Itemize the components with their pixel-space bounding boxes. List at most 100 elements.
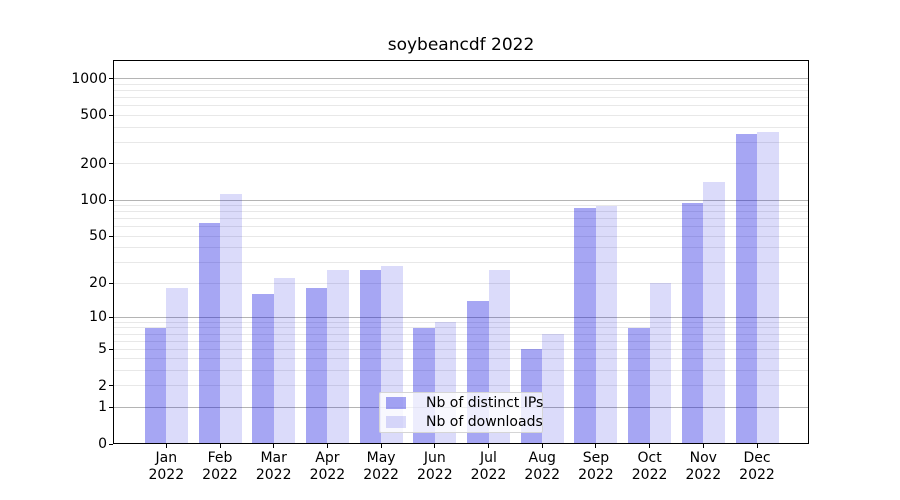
x-tick-label: Mar 2022 — [242, 450, 306, 484]
major-gridline — [113, 199, 809, 201]
x-tick-label-line: 2022 — [309, 467, 346, 483]
y-axis-labels: 0 1 2 5 10 20 50 100 200 500 1000 — [0, 60, 107, 452]
bar-downloads-jan-2022 — [166, 288, 188, 444]
x-tick-label-line: Feb — [207, 450, 233, 466]
minor-gridline — [113, 90, 809, 92]
x-tick-label-line: Oct — [637, 450, 662, 466]
x-tick-label-line: Mar — [260, 450, 287, 466]
minor-gridline — [113, 218, 809, 220]
minor-gridline — [113, 97, 809, 99]
y-tick-label: 50 — [89, 228, 107, 245]
minor-gridline — [113, 385, 809, 387]
minor-gridline — [113, 370, 809, 372]
y-tick-label: 0 — [98, 436, 107, 452]
bar-distinct-ips-oct-2022 — [628, 327, 650, 444]
x-tick-label-line: 2022 — [148, 467, 185, 483]
bar-downloads-feb-2022 — [220, 194, 242, 444]
bar-downloads-oct-2022 — [649, 283, 672, 444]
x-tick-label-line: 2022 — [255, 467, 292, 483]
legend: Nb of distinct IPs Nb of downloads — [379, 392, 543, 433]
bar-distinct-ips-feb-2022 — [198, 223, 220, 444]
bar-distinct-ips-nov-2022 — [681, 202, 704, 444]
minor-gridline — [113, 83, 809, 85]
x-tick-label-line: Sep — [582, 450, 610, 466]
y-tick-label: 20 — [89, 275, 107, 292]
minor-gridline — [113, 114, 809, 116]
x-tick-label: Jun 2022 — [403, 450, 467, 484]
minor-gridline — [113, 205, 809, 207]
x-tick-label-line: 2022 — [685, 467, 722, 483]
x-tick-label-line: Jul — [480, 450, 497, 466]
bar-downloads-aug-2022 — [542, 334, 564, 444]
bar-distinct-ips-mar-2022 — [252, 294, 274, 444]
x-tick-label: Jul 2022 — [457, 450, 521, 484]
y-tick-label: 10 — [89, 309, 107, 326]
x-tick-mark — [165, 444, 167, 448]
x-tick-label: May 2022 — [349, 450, 413, 484]
y-tick-mark — [109, 163, 113, 165]
x-tick-label-line: Jun — [423, 450, 446, 466]
bar-downloads-dec-2022 — [757, 131, 779, 444]
y-tick-mark — [109, 348, 113, 350]
x-tick-label: Nov 2022 — [671, 450, 735, 484]
x-tick-mark — [326, 444, 328, 448]
y-tick-label: 2 — [98, 377, 107, 394]
legend-item-distinct-ips: Nb of distinct IPs — [386, 395, 543, 411]
legend-label-distinct-ips: Nb of distinct IPs — [426, 395, 544, 411]
y-tick-mark — [109, 316, 113, 318]
y-tick-label: 100 — [80, 192, 107, 209]
x-tick-label: Dec 2022 — [725, 450, 789, 484]
x-tick-label-line: 2022 — [631, 467, 668, 483]
legend-label-downloads: Nb of downloads — [426, 414, 543, 430]
y-tick-mark — [109, 282, 113, 284]
x-tick-mark — [702, 444, 704, 448]
x-tick-label-line: Aug — [528, 450, 556, 466]
minor-gridline — [113, 163, 809, 165]
x-tick-label: Jan 2022 — [134, 450, 198, 484]
minor-gridline — [113, 247, 809, 249]
y-tick-mark — [109, 114, 113, 116]
x-tick-label-line: Nov — [689, 450, 717, 466]
y-tick-mark — [109, 406, 113, 408]
x-tick-label-line: 2022 — [202, 467, 238, 483]
x-tick-mark — [219, 444, 221, 448]
major-gridline — [113, 78, 809, 80]
minor-gridline — [113, 126, 809, 128]
y-tick-label: 5 — [98, 341, 107, 358]
plot-area: Nb of distinct IPs Nb of downloads — [109, 60, 809, 448]
y-tick-label: 1000 — [71, 70, 107, 87]
legend-swatch-downloads — [386, 416, 406, 428]
y-tick-label: 500 — [80, 107, 107, 124]
x-tick-label: Oct 2022 — [618, 450, 682, 484]
x-tick-label-line: 2022 — [470, 467, 507, 483]
minor-gridline — [113, 333, 809, 335]
minor-gridline — [113, 282, 809, 284]
minor-gridline — [113, 141, 809, 143]
minor-gridline — [113, 348, 809, 350]
minor-gridline — [113, 105, 809, 107]
x-tick-label-line: 2022 — [416, 467, 453, 483]
bar-distinct-ips-sep-2022 — [574, 207, 596, 444]
minor-gridline — [113, 340, 809, 342]
legend-item-downloads: Nb of downloads — [386, 414, 543, 430]
minor-gridline — [113, 358, 809, 360]
x-tick-mark — [380, 444, 382, 448]
y-tick-mark — [109, 443, 113, 445]
bar-distinct-ips-apr-2022 — [305, 288, 328, 444]
x-tick-label-line: 2022 — [739, 467, 775, 483]
x-tick-label-line: Dec — [743, 450, 771, 466]
x-tick-mark — [595, 444, 597, 448]
bar-downloads-apr-2022 — [327, 269, 349, 444]
x-tick-label: Aug 2022 — [510, 450, 574, 484]
y-tick-label: 1 — [98, 399, 107, 416]
bar-downloads-sep-2022 — [595, 205, 618, 444]
y-tick-mark — [109, 78, 113, 80]
y-tick-mark — [109, 385, 113, 387]
minor-gridline — [113, 211, 809, 213]
minor-gridline — [113, 226, 809, 228]
minor-gridline — [113, 321, 809, 323]
x-tick-label-line: 2022 — [524, 467, 560, 483]
x-tick-label-line: Apr — [315, 450, 340, 466]
bar-downloads-nov-2022 — [703, 181, 725, 444]
x-tick-label: Apr 2022 — [295, 450, 359, 484]
